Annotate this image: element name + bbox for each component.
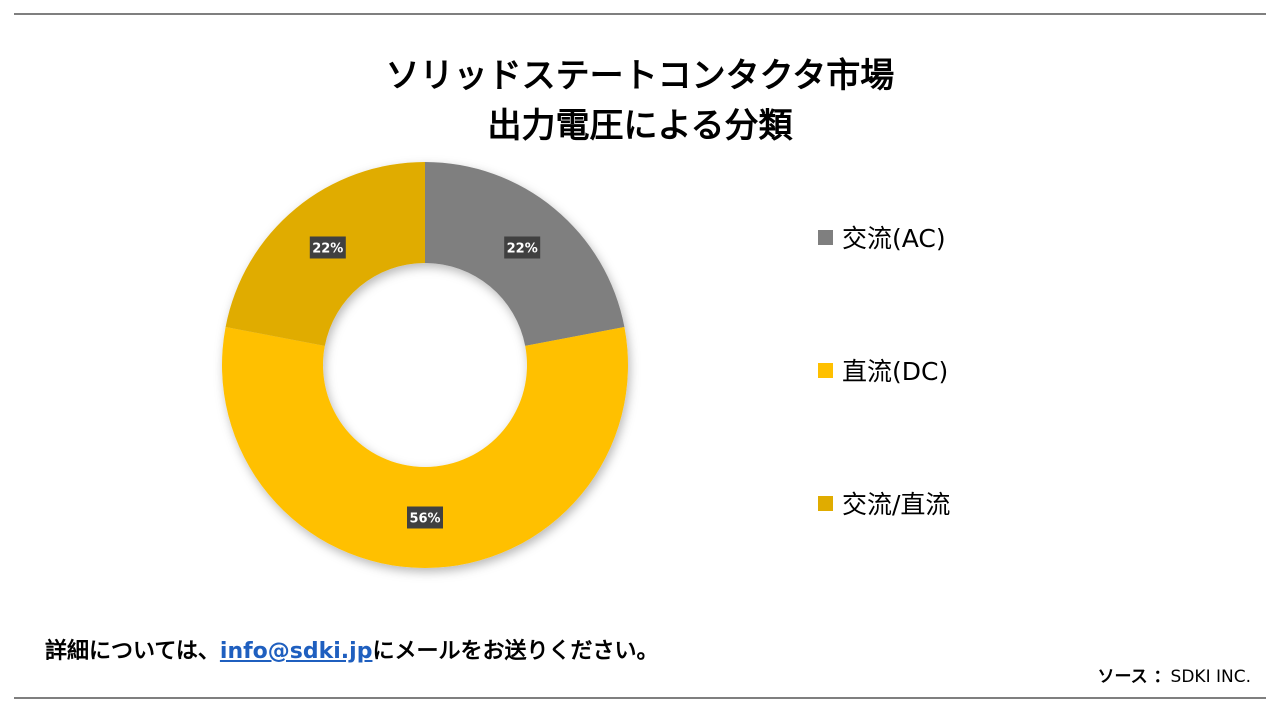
top-rule	[14, 13, 1266, 15]
source-note: ソース ：SDKI INC.	[1097, 664, 1251, 690]
legend-swatch-acdc	[818, 496, 833, 511]
source-label: ソース ：	[1097, 667, 1171, 687]
legend-label-dc: 直流(DC)	[842, 357, 949, 386]
data-label-box	[309, 236, 346, 259]
donut-chart: 22% 56% 22%	[222, 162, 629, 568]
legend-label-ac: 交流(AC)	[842, 224, 946, 253]
data-label-box	[504, 236, 541, 259]
contact-note-suffix: にメールをお送りください。	[372, 639, 659, 664]
bottom-rule	[14, 697, 1266, 699]
legend-label-acdc: 交流/直流	[842, 490, 951, 519]
data-label-dc: 56%	[407, 506, 443, 529]
contact-note: 詳細については、info@sdki.jpにメールをお送りください。	[45, 636, 658, 668]
email-link[interactable]: info@sdki.jp	[219, 639, 373, 664]
data-label-text: 56%	[409, 512, 440, 527]
legend-item-acdc: 交流/直流	[818, 490, 950, 520]
data-label-ac: 22%	[504, 236, 541, 259]
legend-item-ac: 交流(AC)	[818, 224, 946, 254]
chart-title-line2: 出力電圧による分類	[487, 106, 793, 146]
data-label-text: 22%	[312, 241, 343, 256]
contact-note-prefix: 詳細については、	[45, 639, 220, 664]
chart-title-line1: ソリッドステートコンタクタ市場	[385, 56, 895, 96]
legend-swatch-ac	[818, 230, 833, 245]
data-label-box	[407, 506, 443, 529]
donut-slice-dc	[222, 326, 629, 568]
source-value: SDKI INC.	[1170, 667, 1251, 687]
legend-item-dc: 直流(DC)	[818, 357, 948, 387]
data-label-acdc: 22%	[309, 236, 346, 259]
data-label-text: 22%	[507, 241, 538, 256]
legend-swatch-dc	[818, 363, 833, 378]
